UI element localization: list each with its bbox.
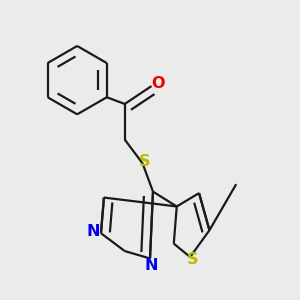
Text: N: N (145, 258, 158, 273)
Text: N: N (87, 224, 100, 239)
Text: O: O (151, 76, 165, 91)
Text: S: S (139, 154, 151, 169)
Text: S: S (187, 253, 199, 268)
